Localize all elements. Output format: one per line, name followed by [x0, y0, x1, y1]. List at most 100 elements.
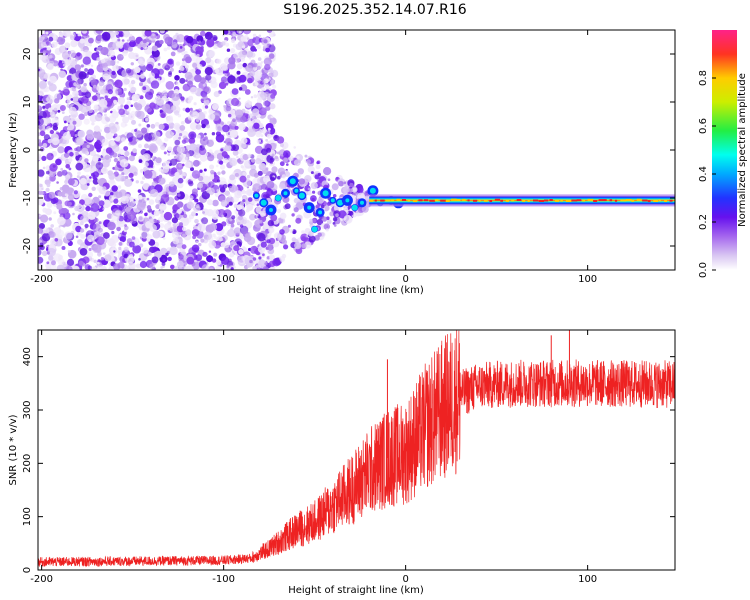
- noise-blob: [86, 144, 90, 149]
- noise-blob: [79, 199, 85, 206]
- noise-blob: [172, 237, 180, 245]
- noise-blob: [204, 31, 213, 40]
- noise-blob: [226, 265, 230, 268]
- signal-band-peak: [391, 199, 395, 202]
- noise-blob: [206, 255, 214, 263]
- noise-blob: [69, 34, 74, 39]
- noise-blob: [219, 160, 224, 165]
- noise-blob: [208, 149, 213, 154]
- noise-blob: [151, 45, 158, 52]
- noise-blob: [49, 231, 56, 238]
- noise-blob: [138, 123, 142, 127]
- noise-blob: [84, 158, 89, 163]
- noise-blob: [215, 223, 224, 232]
- noise-blob: [58, 70, 66, 78]
- noise-blob: [163, 211, 173, 221]
- noise-blob: [96, 147, 101, 153]
- noise-blob: [217, 171, 221, 176]
- noise-blob: [132, 244, 142, 254]
- noise-blob: [94, 113, 103, 122]
- noise-blob: [112, 135, 116, 139]
- noise-blob: [122, 50, 128, 56]
- transition-blob: [257, 268, 263, 270]
- noise-blob: [92, 130, 102, 139]
- y-tick-label: 400: [22, 347, 33, 366]
- noise-blob: [75, 162, 84, 171]
- noise-blob: [142, 176, 146, 180]
- noise-blob: [61, 184, 70, 193]
- transition-blob: [289, 229, 294, 234]
- noise-blob: [48, 191, 56, 199]
- signal-band-peak: [374, 199, 377, 202]
- noise-blob: [208, 187, 215, 195]
- noise-blob: [38, 80, 48, 89]
- noise-blob: [84, 112, 88, 116]
- noise-blob: [104, 126, 111, 134]
- noise-blob: [68, 126, 72, 130]
- noise-blob: [266, 30, 273, 33]
- transition-blob: [310, 182, 318, 190]
- noise-blob: [252, 33, 257, 38]
- noise-blob: [203, 99, 210, 106]
- noise-blob: [188, 95, 194, 101]
- transition-blob: [282, 145, 287, 150]
- noise-blob: [114, 79, 123, 89]
- noise-blob: [95, 162, 104, 170]
- noise-blob: [245, 188, 253, 197]
- signal-band-peak: [658, 199, 661, 202]
- noise-blob: [209, 164, 215, 170]
- noise-blob: [166, 46, 171, 50]
- noise-blob: [117, 105, 121, 109]
- noise-blob: [87, 234, 95, 242]
- transition-blob: [331, 183, 339, 191]
- noise-blob: [174, 213, 180, 219]
- noise-blob: [94, 109, 98, 113]
- y-tick-label: -10: [22, 190, 33, 206]
- noise-blob: [51, 260, 56, 266]
- noise-blob: [249, 259, 253, 264]
- noise-blob: [235, 109, 244, 118]
- transition-blob: [284, 203, 291, 210]
- noise-blob: [262, 80, 266, 84]
- noise-blob: [160, 145, 165, 151]
- noise-blob: [240, 137, 248, 144]
- noise-blob: [176, 191, 185, 200]
- transition-blob: [271, 153, 275, 157]
- noise-blob: [247, 128, 256, 137]
- noise-blob: [105, 117, 111, 122]
- noise-blob: [47, 247, 56, 257]
- noise-blob: [57, 258, 65, 266]
- noise-blob: [104, 95, 109, 99]
- noise-blob: [90, 203, 100, 212]
- noise-blob: [97, 261, 100, 265]
- noise-blob: [240, 165, 244, 169]
- noise-blob: [177, 201, 184, 208]
- noise-blob: [177, 193, 181, 197]
- noise-blob: [177, 177, 184, 184]
- signal-band-peak: [494, 198, 501, 201]
- noise-blob: [39, 130, 46, 137]
- noise-blob: [120, 121, 127, 128]
- noise-blob: [118, 44, 123, 49]
- noise-blob: [100, 257, 105, 261]
- noise-blob: [142, 86, 147, 91]
- noise-blob: [181, 233, 186, 238]
- transition-blob: [267, 219, 275, 227]
- noise-blob: [240, 116, 247, 123]
- signal-band-peak: [636, 198, 642, 201]
- transition-blob: [304, 154, 308, 158]
- noise-blob: [249, 70, 256, 77]
- noise-blob: [235, 43, 243, 51]
- transition-blob: [257, 233, 266, 242]
- noise-blob: [93, 259, 97, 263]
- noise-blob: [120, 195, 129, 204]
- transition-blob: [260, 212, 265, 218]
- x-tick-label: -100: [212, 574, 235, 585]
- noise-blob: [135, 139, 139, 142]
- noise-blob: [224, 144, 232, 152]
- noise-blob: [221, 214, 224, 218]
- noise-blob: [216, 259, 222, 266]
- noise-blob: [90, 64, 94, 68]
- noise-blob: [229, 129, 239, 138]
- transition-blob: [262, 266, 269, 270]
